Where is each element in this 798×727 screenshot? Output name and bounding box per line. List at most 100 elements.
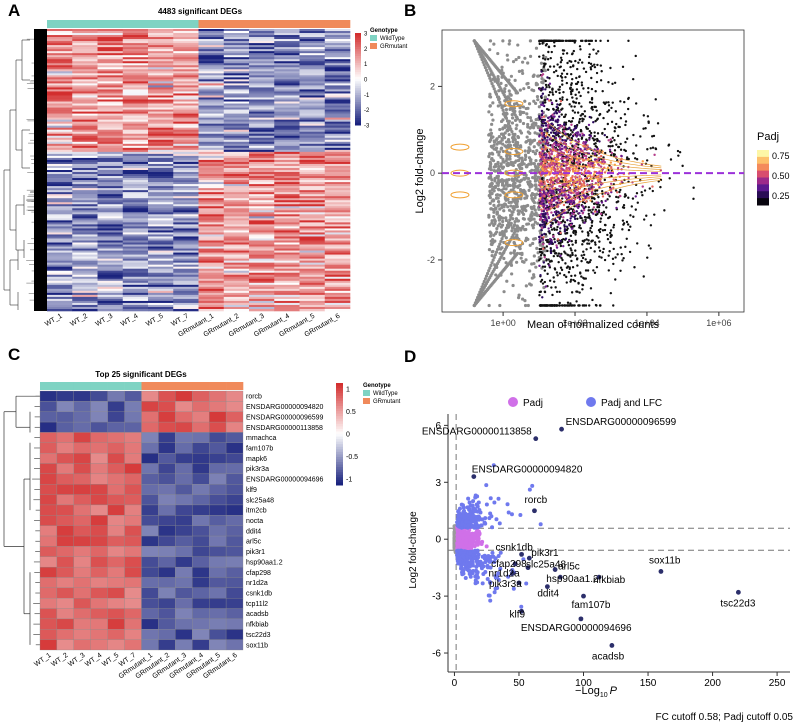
heatmap-cell xyxy=(324,83,351,86)
ma-point xyxy=(588,129,591,133)
ma-point xyxy=(547,99,551,102)
heatmap-cell xyxy=(148,109,174,112)
heatmap-cell xyxy=(249,153,275,157)
legend-swatch-wildtype xyxy=(370,35,377,41)
ma-point xyxy=(590,197,594,200)
ma-point xyxy=(517,163,521,167)
heatmap-cell xyxy=(299,216,326,219)
heatmap-cell xyxy=(249,123,275,126)
colorscale-segment xyxy=(355,51,361,55)
ma-point xyxy=(515,143,520,147)
ma-point xyxy=(501,142,505,146)
heatmap-cell xyxy=(324,63,351,66)
ma-point xyxy=(635,144,638,147)
heatmap-cell xyxy=(299,192,326,195)
heatmap-cell xyxy=(198,228,225,231)
ma-point xyxy=(561,96,564,99)
ma-point xyxy=(608,250,611,253)
heatmap-cell xyxy=(47,129,73,133)
ma-point xyxy=(566,304,570,307)
ma-point xyxy=(589,131,593,135)
heatmap-cell xyxy=(173,194,199,197)
heatmap-cell xyxy=(122,151,149,155)
heatmap-cell xyxy=(198,264,225,267)
ma-point xyxy=(534,121,538,126)
ma-point xyxy=(509,188,513,192)
heatmap-cell xyxy=(299,117,326,120)
heatmap-cell xyxy=(173,240,199,243)
ma-point xyxy=(538,40,541,43)
heatmap-cell xyxy=(198,282,225,286)
heatmap-cell xyxy=(173,91,199,94)
heatmap-cell xyxy=(47,194,73,197)
heatmap-cell xyxy=(148,43,174,46)
ma-point xyxy=(578,224,581,227)
ma-point xyxy=(503,196,508,201)
heatmap-cell xyxy=(324,252,351,255)
heatmap-cell xyxy=(47,270,73,274)
ma-point xyxy=(592,196,595,200)
ma-point xyxy=(611,82,614,86)
ma-point xyxy=(565,266,569,269)
heatmap-cell xyxy=(249,55,275,58)
heatmap-cell xyxy=(274,107,300,110)
ma-point xyxy=(580,152,584,156)
heatmap-cell xyxy=(47,190,73,193)
heatmap-cell xyxy=(47,127,73,131)
ma-point xyxy=(617,145,620,149)
ma-point xyxy=(587,212,590,216)
ma-point xyxy=(570,291,574,294)
heatmap-cell xyxy=(148,97,174,100)
heatmap-cell xyxy=(97,127,124,131)
ma-point xyxy=(576,80,580,84)
heatmap-cell xyxy=(97,153,124,157)
heatmap-cell xyxy=(249,105,275,108)
ma-point xyxy=(591,108,594,111)
ma-point xyxy=(590,105,594,109)
colorscale-segment xyxy=(355,49,361,52)
heatmap-cell xyxy=(299,202,326,205)
ma-point xyxy=(569,280,572,283)
heatmap-cell xyxy=(324,302,351,306)
heatmap-cell xyxy=(324,184,351,187)
heatmap-cell xyxy=(249,224,275,227)
heatmap-cell xyxy=(223,198,250,201)
ma-point xyxy=(595,52,598,55)
heatmap-cell xyxy=(72,153,98,157)
heatmap-cell xyxy=(173,244,199,247)
heatmap-cell xyxy=(223,240,250,243)
heatmap-cell xyxy=(97,91,124,94)
heatmap-cell xyxy=(47,266,73,269)
ma-point xyxy=(486,71,490,75)
heatmap-cell xyxy=(274,302,300,306)
ma-point xyxy=(510,163,514,167)
heatmap-cell xyxy=(148,274,174,278)
ma-point xyxy=(511,210,515,214)
ma-point xyxy=(494,250,499,254)
heatmap-cell xyxy=(198,115,225,118)
ma-point xyxy=(560,256,563,260)
ma-point xyxy=(579,48,582,51)
heatmap-cell xyxy=(223,284,250,288)
heatmap-cell xyxy=(122,31,149,34)
heatmap-cell xyxy=(47,73,73,76)
ma-point xyxy=(607,104,611,107)
heatmap-cell xyxy=(173,153,199,157)
heatmap-cell xyxy=(47,123,73,126)
heatmap-cell xyxy=(324,222,351,225)
ma-point xyxy=(569,302,572,305)
heatmap-cell xyxy=(198,258,225,261)
ma-point xyxy=(538,213,542,217)
ma-point xyxy=(562,203,566,207)
heatmap-cell xyxy=(148,204,174,207)
heatmap-cell xyxy=(97,264,124,267)
heatmap-cell xyxy=(274,127,300,131)
heatmap-cell xyxy=(148,252,174,255)
ma-point xyxy=(502,160,506,164)
heatmap-cell xyxy=(97,292,124,296)
heatmap-cell xyxy=(122,155,149,159)
heatmap-cell xyxy=(47,260,73,263)
heatmap-cell xyxy=(97,232,124,235)
heatmap-cell xyxy=(198,296,225,300)
ma-point xyxy=(501,219,505,224)
